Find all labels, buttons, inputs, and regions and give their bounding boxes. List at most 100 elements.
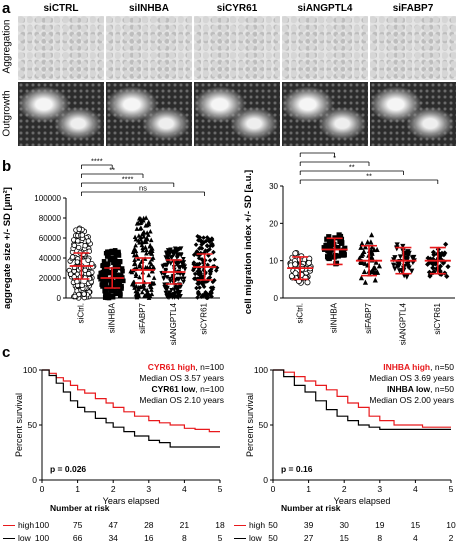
data-point <box>82 267 88 273</box>
data-point <box>176 292 181 297</box>
data-point <box>304 279 311 286</box>
x-tick-label: siINHBA <box>330 302 339 333</box>
x-tick-label: 3 <box>146 484 151 494</box>
data-point <box>75 244 82 251</box>
km-left-legend: CYR61 high, n=100 Median OS 3.57 years C… <box>102 362 224 406</box>
data-point <box>134 226 140 231</box>
data-point <box>139 242 145 248</box>
risk-count: 50 <box>268 533 278 543</box>
data-point <box>325 255 331 261</box>
data-point <box>361 268 368 275</box>
data-point <box>178 252 184 257</box>
x-tick-label: 2 <box>342 484 347 494</box>
data-point <box>67 271 74 277</box>
data-point <box>117 259 122 264</box>
data-point <box>426 269 433 275</box>
y-axis-label: Percent survival <box>14 393 24 457</box>
y-tick-label: 20 <box>269 219 278 228</box>
data-point <box>141 229 147 235</box>
data-point <box>373 259 379 265</box>
data-point <box>397 254 404 260</box>
data-point <box>102 288 107 294</box>
data-point <box>171 292 176 297</box>
data-point <box>207 247 212 252</box>
data-point <box>151 275 157 280</box>
data-point <box>168 261 174 266</box>
data-point <box>148 283 153 289</box>
data-point <box>174 255 180 260</box>
data-point <box>172 295 177 300</box>
data-point <box>203 279 209 285</box>
x-tick-label: 2 <box>111 484 116 494</box>
data-point <box>411 254 417 261</box>
data-point <box>170 249 176 255</box>
survival-curve-high <box>273 369 451 428</box>
data-point <box>116 251 121 257</box>
data-point <box>372 277 378 283</box>
data-point <box>209 241 215 247</box>
data-point <box>181 263 186 268</box>
data-point <box>207 268 212 274</box>
data-point <box>191 276 197 281</box>
data-point <box>182 267 188 272</box>
significance-label: ns <box>139 184 147 193</box>
data-point <box>174 249 180 254</box>
y-tick-label: 0 <box>57 294 62 303</box>
data-point <box>305 259 312 266</box>
x-axis-label: Years elapsed <box>103 496 160 506</box>
x-tick-label: siFABP7 <box>138 302 147 333</box>
data-point <box>210 287 215 292</box>
data-point <box>203 248 208 253</box>
data-point <box>368 239 374 245</box>
km-inhba-chart: 0 50 100 0 1 2 3 4 5 Years elapsed Percent surviva… <box>245 365 454 506</box>
data-point <box>132 257 137 262</box>
data-point <box>81 291 87 297</box>
x-tick-label: 5 <box>449 484 454 494</box>
km-right-legend: INHBA high, n=50 Median OS 3.69 years IN… <box>332 362 454 406</box>
data-point <box>201 274 206 279</box>
data-point <box>112 248 118 253</box>
data-point <box>134 294 140 300</box>
data-point <box>209 290 214 296</box>
data-point <box>167 251 173 257</box>
y-tick-label: 60000 <box>39 234 62 243</box>
data-point <box>194 262 199 268</box>
data-point <box>175 260 181 265</box>
data-point <box>292 250 299 257</box>
risk-count: 19 <box>375 520 385 530</box>
data-point <box>212 257 217 262</box>
data-point <box>74 278 80 285</box>
data-point <box>79 232 86 238</box>
data-point <box>199 246 205 251</box>
risk-count: 5 <box>217 533 223 543</box>
risk-row-label-high: high <box>249 520 266 530</box>
data-point <box>433 259 440 265</box>
x-tick-label: 0 <box>271 484 276 494</box>
data-point <box>405 260 412 267</box>
data-point <box>79 282 85 289</box>
data-point <box>292 261 299 268</box>
survival-curve-high <box>42 369 220 433</box>
data-point <box>142 239 147 245</box>
data-point <box>180 272 186 278</box>
data-point <box>369 254 375 260</box>
legend-high-name: INHBA high <box>383 362 431 372</box>
data-point <box>178 246 184 252</box>
km-cyr61-chart: 0 50 100 0 1 2 3 4 5 Years elapsed Percent surviva… <box>14 365 223 506</box>
risk-row-label-high: high <box>18 520 35 530</box>
data-point <box>208 243 213 249</box>
risk-count: 4 <box>413 533 418 543</box>
data-point <box>141 282 147 288</box>
risk-row-label-low: low <box>249 533 262 543</box>
data-point <box>133 271 139 276</box>
data-point <box>140 247 146 253</box>
micrograph-outgrowth-sifabp7 <box>370 82 456 146</box>
data-point <box>405 253 411 259</box>
risk-count: 15 <box>410 520 421 530</box>
data-point <box>147 243 153 249</box>
risk-count: 8 <box>182 533 187 543</box>
data-point <box>102 295 108 300</box>
data-point <box>166 295 172 301</box>
data-point <box>194 285 199 291</box>
data-point <box>163 267 168 273</box>
